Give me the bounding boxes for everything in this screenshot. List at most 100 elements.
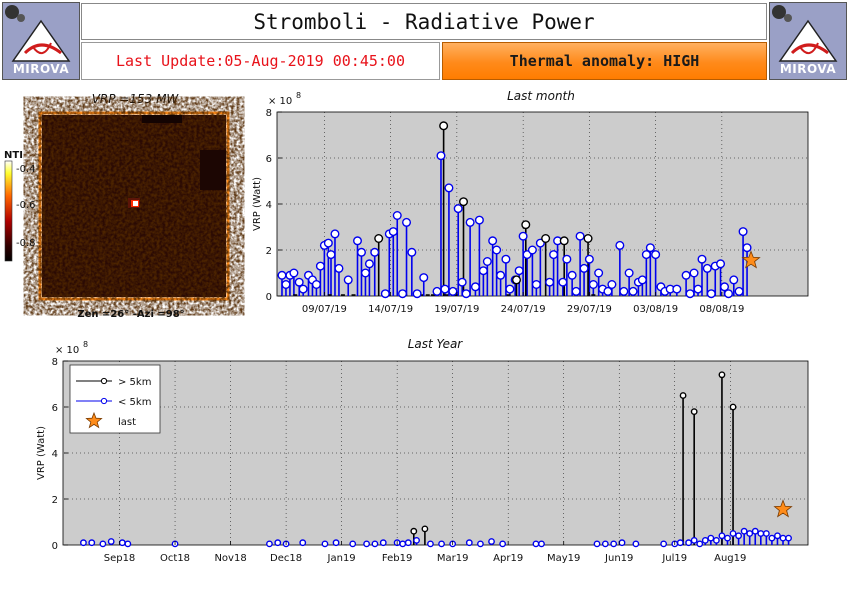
near-point — [360, 268, 370, 278]
near-point — [571, 286, 581, 296]
last-month-plot-area — [276, 111, 809, 297]
near-point — [633, 277, 643, 287]
last-year-markers — [80, 371, 793, 548]
near-point — [298, 284, 308, 294]
near-point — [289, 268, 299, 278]
thermal-anomaly-badge: Thermal anomaly: HIGH — [442, 42, 767, 80]
far-point — [718, 371, 726, 379]
near-point — [118, 539, 126, 547]
last-year-exponent: × 10 — [55, 345, 79, 356]
x-tick-label: 03/08/19 — [633, 304, 678, 315]
thumbnail-title: VRP =153 MW — [92, 92, 180, 106]
near-point — [393, 539, 401, 547]
near-point — [607, 280, 617, 290]
near-point — [681, 270, 691, 280]
near-point — [311, 280, 321, 290]
colorbar-tick: -0.6 — [16, 200, 36, 211]
near-point — [672, 284, 682, 294]
near-point — [363, 540, 370, 548]
legend-entry: last — [118, 417, 136, 428]
near-point — [637, 275, 647, 285]
near-point — [718, 532, 726, 540]
near-point — [696, 540, 704, 548]
near-point — [330, 229, 340, 239]
near-point — [729, 530, 737, 537]
near-point — [407, 247, 417, 257]
near-point — [294, 277, 304, 287]
near-point — [538, 540, 545, 548]
near-point — [171, 540, 179, 548]
near-point — [412, 289, 422, 299]
near-point — [665, 284, 675, 294]
near-point — [628, 286, 638, 296]
near-point — [768, 534, 776, 542]
near-point — [440, 284, 450, 294]
near-point — [427, 540, 434, 548]
x-tick-label: Feb19 — [382, 553, 412, 564]
x-tick-label: Mar19 — [437, 553, 469, 564]
near-point — [274, 539, 282, 547]
near-point — [693, 284, 703, 294]
far-point — [559, 236, 569, 246]
near-point — [729, 275, 739, 285]
last-star-marker — [741, 250, 761, 269]
mirova-logo-right: MIROVA — [769, 2, 847, 80]
legend-entry: < 5km — [118, 397, 151, 408]
near-point — [615, 240, 625, 250]
last-year-plot-area — [62, 360, 809, 546]
colorbar — [4, 160, 13, 262]
near-point — [594, 268, 604, 278]
last-month-chart: 0 2 4 6 8 09/07/19 14/07/19 19/07/19 24/07/19 29/… — [252, 89, 809, 315]
near-point — [553, 236, 563, 246]
near-point — [402, 217, 412, 227]
near-point — [492, 245, 502, 255]
y-tick-label: 8 — [52, 357, 58, 368]
near-point — [474, 215, 484, 225]
near-point — [392, 210, 402, 220]
near-point — [266, 540, 273, 548]
legend-marker-far — [100, 377, 108, 385]
near-point — [419, 273, 429, 283]
far-point — [729, 403, 737, 411]
near-point — [436, 151, 446, 161]
x-tick-label: Aug19 — [714, 553, 746, 564]
near-point — [321, 540, 329, 548]
near-point — [453, 204, 463, 214]
last-update-text: Last Update:05-Aug-2019 00:45:00 — [81, 42, 440, 80]
near-point — [323, 238, 333, 248]
near-point — [379, 539, 387, 547]
last-month-ticks: 0 2 4 6 8 09/07/19 14/07/19 19/07/19 24/07/19 29/… — [266, 108, 745, 315]
near-point — [562, 254, 572, 264]
near-point — [575, 231, 585, 241]
y-tick-label: 6 — [52, 403, 58, 414]
far-point — [690, 408, 698, 415]
near-point — [697, 254, 707, 264]
near-point — [482, 257, 492, 267]
page-title: Stromboli - Radiative Power — [81, 3, 767, 40]
near-point — [660, 286, 670, 296]
near-point — [88, 539, 96, 547]
near-point — [332, 539, 340, 547]
near-point — [444, 183, 454, 193]
thumbnail-footer: Zen =26° -Azi =98° — [77, 309, 184, 320]
near-point — [449, 540, 457, 548]
near-point — [282, 540, 290, 548]
x-tick-label: 08/08/19 — [699, 304, 744, 315]
near-point — [671, 540, 679, 548]
near-point — [499, 540, 507, 548]
x-tick-label: 09/07/19 — [302, 304, 347, 315]
far-point — [459, 197, 469, 207]
mirova-logo-left: MIROVA — [2, 2, 80, 80]
x-tick-label: May19 — [547, 553, 580, 564]
near-point — [99, 540, 107, 548]
mirova-logo-icon — [5, 5, 71, 62]
near-point — [710, 261, 720, 271]
near-point — [549, 250, 559, 260]
near-point — [707, 534, 715, 542]
near-point — [371, 540, 379, 548]
near-point — [779, 534, 787, 542]
logo-text: MIROVA — [779, 62, 837, 76]
last-month-exponent: × 10 — [268, 96, 292, 107]
y-tick-label: 2 — [266, 246, 272, 257]
near-point — [107, 538, 115, 545]
